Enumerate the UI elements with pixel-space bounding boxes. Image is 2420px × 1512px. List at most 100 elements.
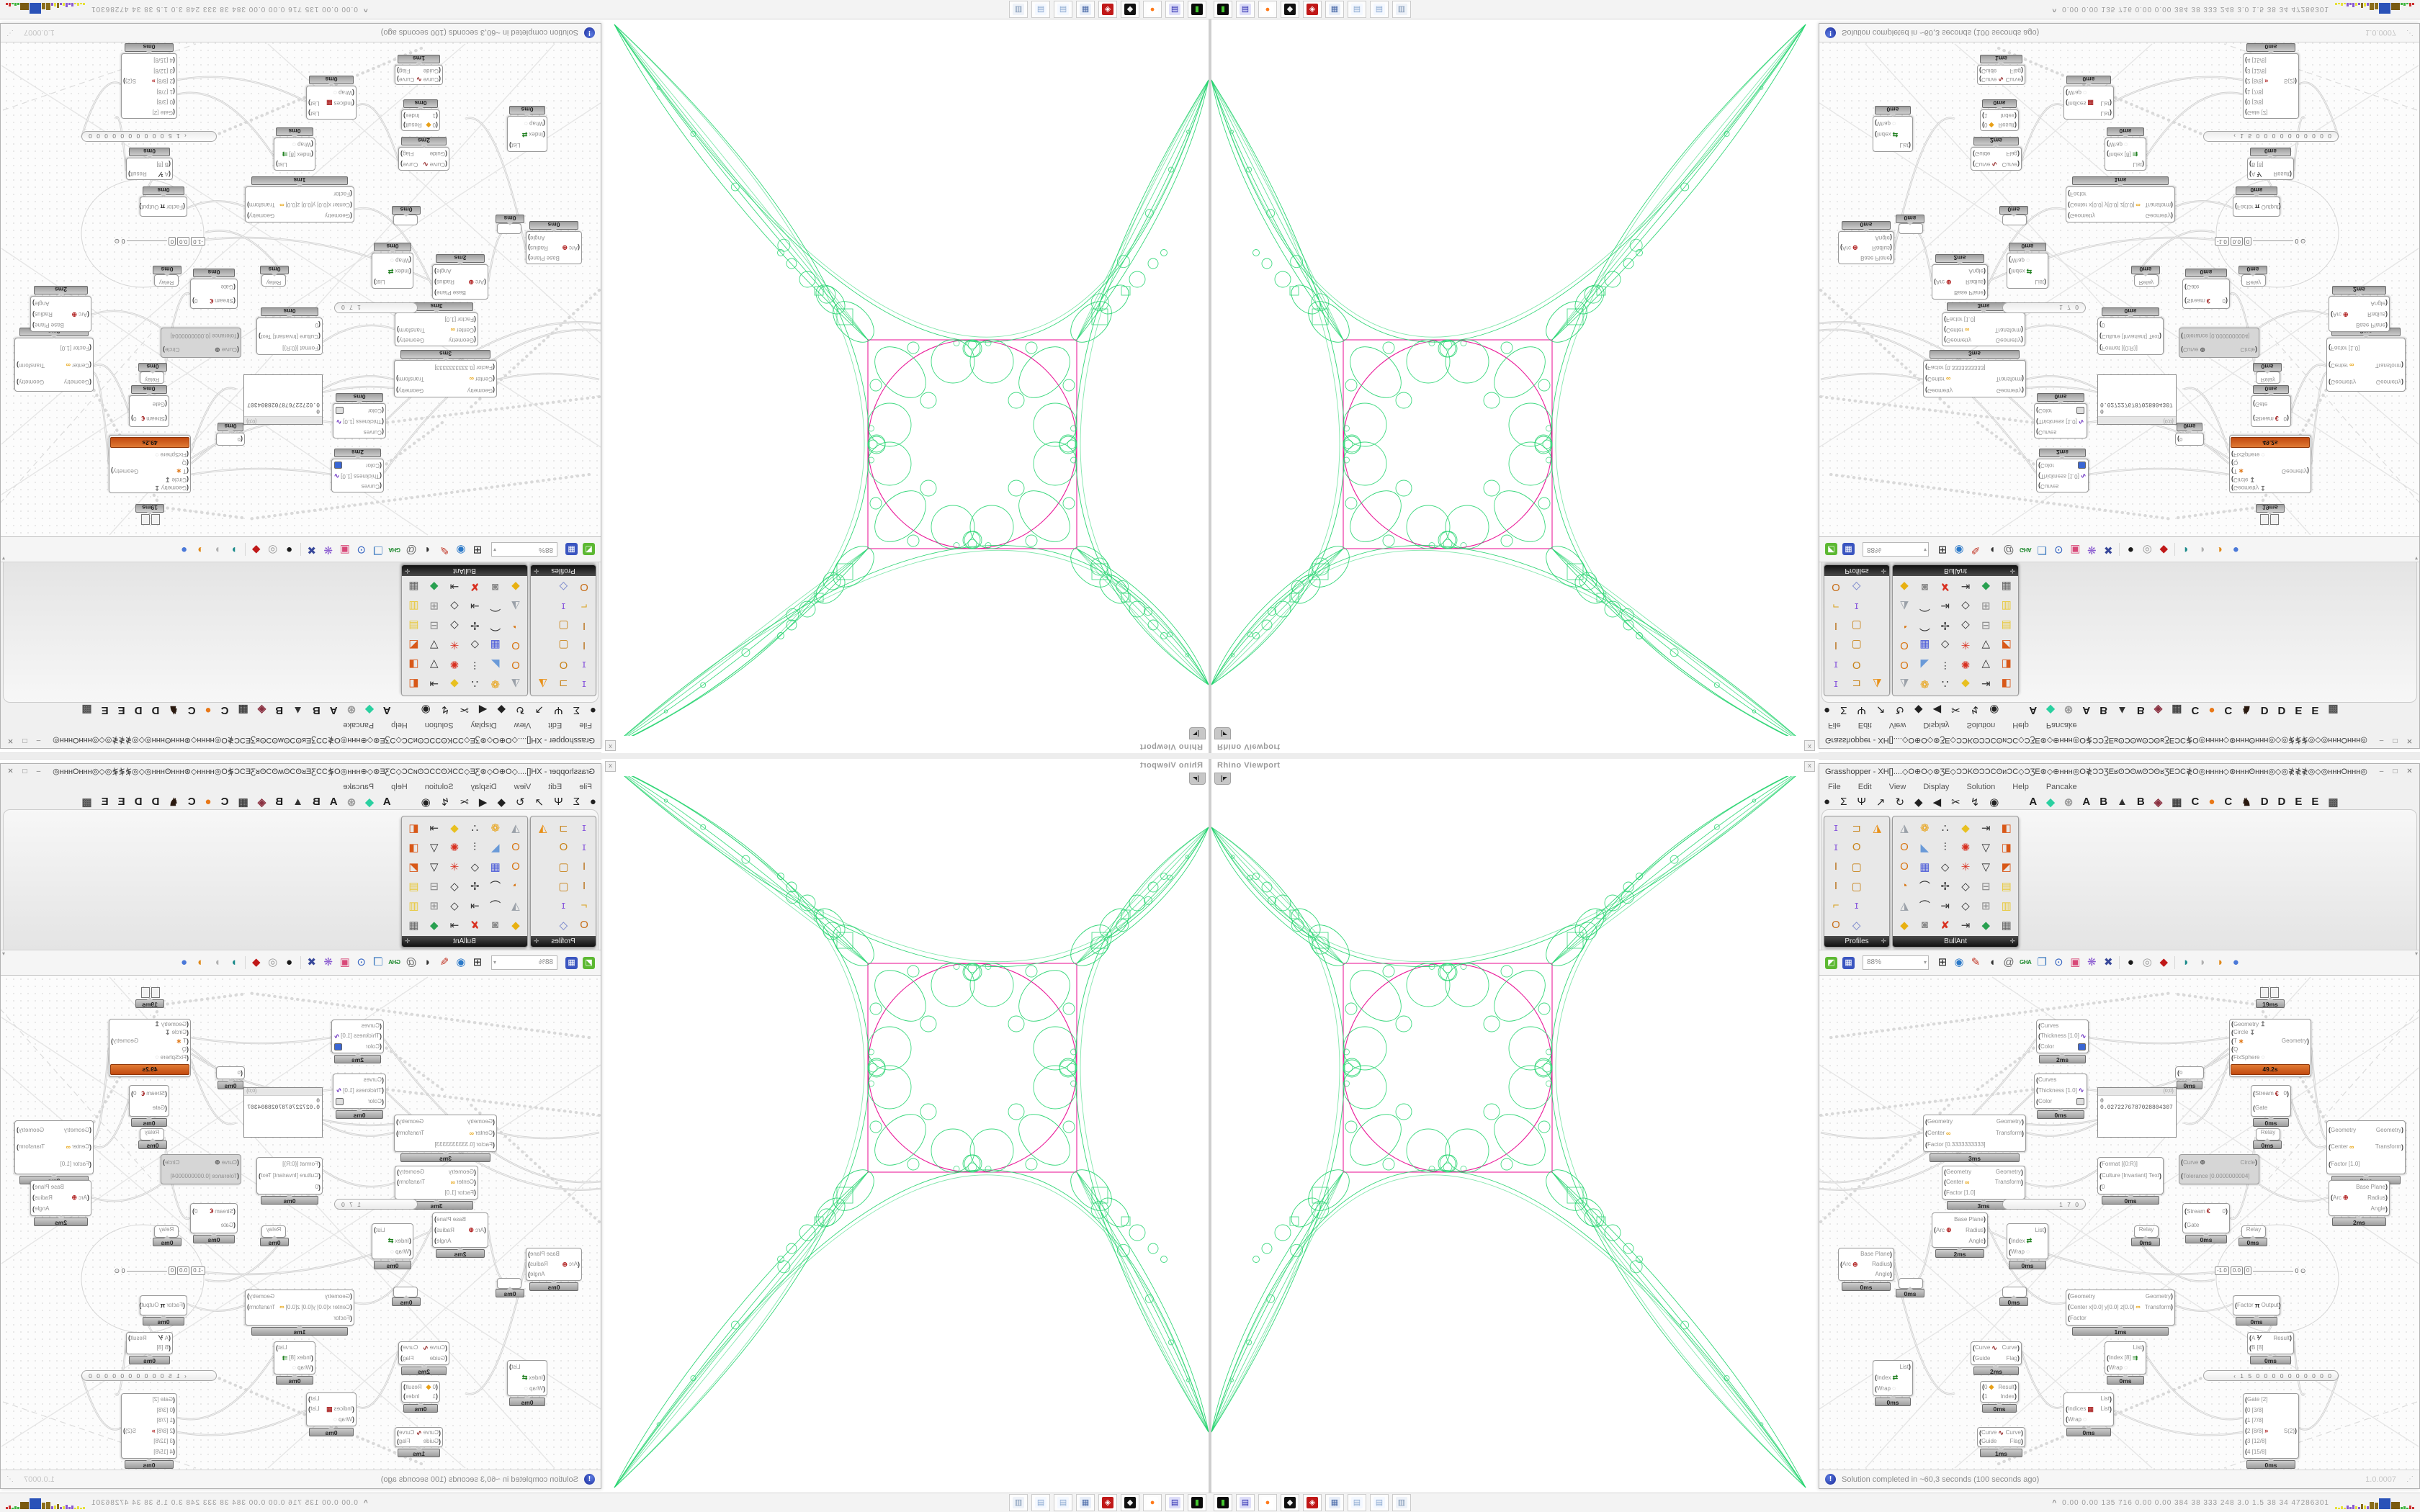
gh-node[interactable]: (Curve ∿ Curve)(Guide Flag) [398,1341,449,1365]
console-icon[interactable]: ▮ [1214,1,1232,18]
close-button[interactable]: ✕ [2406,768,2413,775]
palette-icon[interactable]: ◣ [1920,841,1930,854]
menu-view[interactable]: View [514,783,532,791]
gha-installer-icon[interactable]: GHA [2020,959,2032,966]
palette-icon[interactable]: I [582,620,586,632]
printer-icon[interactable]: ▥ [1392,1494,1411,1511]
notepad-2-icon[interactable]: ▤ [1370,1494,1389,1511]
gh-node[interactable]: (A ⅟ Result)(B [8] [2247,1332,2294,1354]
palette-icon[interactable]: O [511,639,520,652]
gh-node[interactable]: List)(Index [8] ⇉(Wrap ◌ [2105,1341,2146,1374]
gh-node[interactable]: (Stream €0)(Gate [2251,395,2291,427]
palette-icon[interactable]: ◧ [2001,822,2012,834]
palette-icon[interactable]: O [1852,659,1861,671]
firefox-icon[interactable]: ● [1143,1,1162,18]
torus-icon[interactable]: ◎ [2142,544,2152,556]
plugin-tab-icon[interactable]: C [187,704,196,716]
mail-icon[interactable]: @ [2003,956,2015,968]
palette-icon[interactable]: ◮ [538,678,547,690]
gh-node[interactable]: (Gate [2](0 [3/8](1 [7/8](2 [8/8]» S(2))(… [121,1393,177,1459]
palette-icon[interactable]: ◇ [1940,639,1950,652]
category-icon[interactable]: Ψ [1857,704,1866,716]
palette-icon[interactable]: ▦ [408,580,419,593]
gh-node[interactable]: (Geometry Geometry)(Center x[0.0] y[0.0] … [245,1290,354,1326]
palette-icon[interactable]: ▦ [2001,919,2012,932]
palette-icon[interactable]: ◧ [408,678,419,690]
save-file-icon[interactable]: ▦ [1842,956,1855,969]
palette-icon[interactable]: ◮ [1873,822,1882,834]
gh-canvas[interactable]: (Geometry Geometry)(Center ∞ Transform)(Fac… [1819,42,2419,536]
balloon-icon[interactable]: ❋ [323,544,333,556]
plugin-tab-icon[interactable]: A [2029,796,2038,808]
palette-icon[interactable]: ◆ [1981,580,1991,593]
cluster-node[interactable] [2260,987,2279,998]
sphere-blue-icon[interactable]: ● [181,956,188,968]
gh-node[interactable]: (Geometry Geometry)(Center ∞ Transform)(Fac… [14,338,94,392]
zoom-level-select[interactable]: 88% ▾ [491,955,557,970]
palette-icon[interactable]: ɪ [1854,899,1859,912]
palette-icon[interactable]: ◮ [1900,822,1909,834]
palette-icon[interactable]: ◮ [1900,600,1909,613]
number-slider[interactable]: 1 7 0 [2002,302,2086,313]
zoom-extents-icon[interactable]: ⊞ [1937,544,1948,556]
sketch-pen-icon[interactable]: ✎ [439,544,449,556]
palette-icon[interactable]: ◇ [450,600,459,613]
plugin-tab-icon[interactable]: ● [2208,704,2215,716]
plugin-tab-icon[interactable]: B [2099,704,2108,716]
palette-icon[interactable]: ◮ [1900,899,1909,912]
ruby-icon[interactable]: ◈ [1098,1494,1117,1511]
palette-icon[interactable]: ✳ [1960,639,1971,652]
gh-node[interactable]: Base Plane)(Arc ⊕ Radius) Angle) [30,296,91,332]
menu-display[interactable]: Display [1923,721,1950,729]
palette-icon[interactable]: ◮ [511,822,520,834]
gh-node[interactable]: (Curve ⊚ Circle)(Tolerance [0.0000000004] [161,1154,241,1184]
palette-icon[interactable] [1867,577,1887,597]
gem-red-icon[interactable]: ◆ [2159,956,2169,968]
plugin-tab-icon[interactable]: C [220,704,229,716]
floppy64-icon[interactable]: ▤ [1236,1494,1255,1511]
menu-edit[interactable]: Edit [548,721,563,729]
palette-icon[interactable]: ⊐ [559,822,568,834]
palette-icon[interactable]: ◆ [450,678,459,690]
gh-node[interactable]: List)(Index [8] ⇉(Wrap ◌ [2105,138,2146,171]
gh-node[interactable]: (Curves(Thickness [1.0] ∿(Color [333,403,386,438]
media-icon[interactable]: ◆ [1121,1,1139,18]
preview-eye-icon[interactable]: ◉ [456,956,466,968]
menu-solution[interactable]: Solution [1966,783,1996,791]
palette-icon[interactable]: ◇ [1852,919,1861,932]
mail-icon[interactable]: @ [405,956,417,968]
menu-edit[interactable]: Edit [548,783,563,791]
palette-icon[interactable] [533,876,553,896]
half-sphere-icon[interactable]: ◑ [197,544,205,556]
palette-icon[interactable] [1867,876,1887,896]
ruby-icon[interactable]: ◈ [1303,1,1322,18]
number-slider[interactable]: ‹ 1 5 0 0 0 0 0 0 0 0 0 0 [81,131,217,142]
gh-node[interactable]: (0 ◆ Result)(1 Index) [1980,109,2019,131]
plugin-tab-icon[interactable]: ◈ [257,703,266,716]
gh-node[interactable]: List)(Index ⇄(Wrap ◌ [507,116,547,152]
palette-icon[interactable]: ◇ [470,639,480,652]
gh-node[interactable]: List)(Indices ▦ List)(Wrap ◌ [306,1392,357,1426]
palette-icon[interactable]: ⫶ [1943,659,1947,671]
printer-icon[interactable]: ▥ [1009,1,1028,18]
palette-expand-icon[interactable]: ✛ [405,937,411,945]
palette-icon[interactable]: O [580,919,588,931]
palette-icon[interactable]: ▢ [1851,619,1862,632]
grasshopper-titlebar[interactable]: Grasshopper - XH[]....◇O⊕O◇⊛ƷE◇ƆƆKʘƆƆCʘᴎ… [1,732,601,748]
palette-tab[interactable]: Profiles ✛ [531,565,596,576]
palette-icon[interactable]: ▦ [2001,580,2012,593]
gh-node[interactable]: (Geometry Geometry)(Center ∞ Transform)(Fac… [1923,1115,2026,1152]
palette-icon[interactable]: ◆ [429,580,439,593]
category-icon[interactable]: Σ [1840,704,1847,716]
palette-icon[interactable]: I [582,880,586,892]
notepad-icon[interactable]: ▤ [1348,1494,1366,1511]
palette-icon[interactable]: ɪ [1834,659,1838,671]
palette-icon[interactable]: ◨ [2001,841,2012,854]
palette-icon[interactable]: O [580,581,588,593]
gh-node[interactable]: List)(Index ⇄(Wrap ◌ [507,1360,547,1396]
sphere-blue-icon[interactable]: ● [181,544,188,556]
palette-icon[interactable]: ◨ [2001,658,2012,671]
gh-node[interactable]: Base Plane)(Arc ⊕ Radius) Angle) [1838,1248,1894,1281]
palette-icon[interactable]: I [1834,880,1838,892]
gh-node[interactable]: (Geometry Geometry)(Center ∞ Transform)(Fac… [395,1166,478,1200]
